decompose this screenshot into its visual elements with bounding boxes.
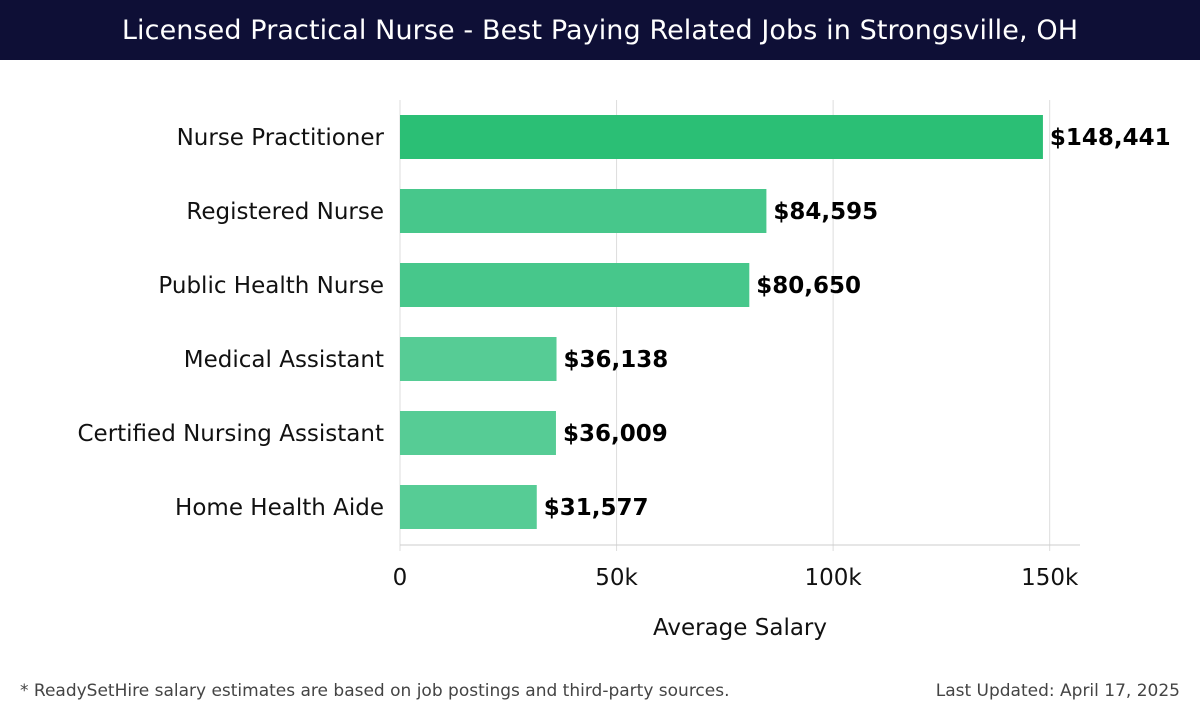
axis-layer: 0 50k 100k 150k Average Salary xyxy=(393,544,1080,641)
value-label: $36,009 xyxy=(563,421,668,447)
category-label: Nurse Practitioner xyxy=(177,125,385,151)
category-label: Home Health Aide xyxy=(175,495,384,521)
x-axis-title: Average Salary xyxy=(653,615,827,641)
value-label: $31,577 xyxy=(544,495,649,521)
category-label: Certified Nursing Assistant xyxy=(77,421,384,447)
chart-title: Licensed Practical Nurse - Best Paying R… xyxy=(121,14,1079,46)
x-tick-label: 100k xyxy=(805,565,863,591)
label-layer: Nurse Practitioner $148,441 Registered Nur… xyxy=(77,125,1170,521)
bar xyxy=(400,485,537,529)
bar xyxy=(400,115,1043,159)
footnote: * ReadySetHire salary estimates are base… xyxy=(20,681,730,701)
bar xyxy=(400,411,556,455)
bar-layer xyxy=(400,115,1043,529)
value-label: $84,595 xyxy=(773,199,878,225)
grid-layer xyxy=(399,100,1051,551)
value-label: $148,441 xyxy=(1050,125,1171,151)
bar xyxy=(400,189,767,233)
x-tick-label: 150k xyxy=(1021,565,1079,591)
x-tick-label: 50k xyxy=(595,565,638,591)
salary-bar-chart: Nurse Practitioner $148,441 Registered Nur… xyxy=(77,100,1171,641)
category-label: Medical Assistant xyxy=(184,347,384,373)
bar xyxy=(400,337,557,381)
title-bar: Licensed Practical Nurse - Best Paying R… xyxy=(0,0,1200,60)
bar xyxy=(400,263,750,307)
last-updated: Last Updated: April 17, 2025 xyxy=(935,681,1180,701)
value-label: $36,138 xyxy=(564,347,669,373)
category-label: Public Health Nurse xyxy=(158,273,384,299)
category-label: Registered Nurse xyxy=(186,199,384,225)
value-label: $80,650 xyxy=(756,273,861,299)
x-tick-label: 0 xyxy=(393,565,408,591)
